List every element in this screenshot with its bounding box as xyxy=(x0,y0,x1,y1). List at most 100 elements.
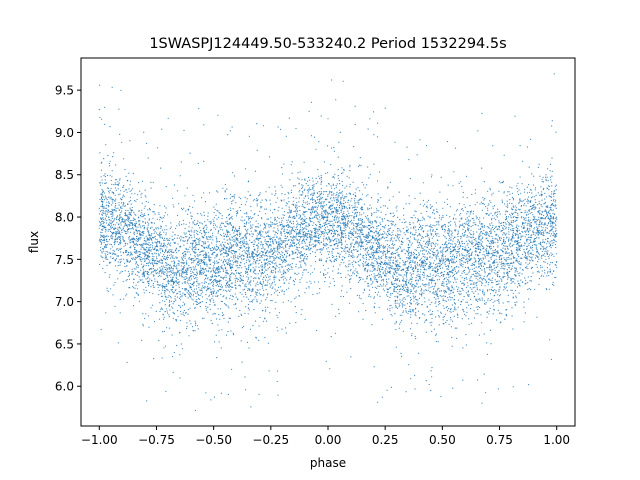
scatter-point xyxy=(111,216,113,218)
scatter-point xyxy=(305,249,307,251)
scatter-point xyxy=(180,235,182,237)
scatter-point xyxy=(135,222,138,224)
scatter-point xyxy=(474,189,477,191)
scatter-point xyxy=(517,208,519,210)
scatter-point xyxy=(352,227,354,229)
scatter-point xyxy=(553,190,556,192)
scatter-point xyxy=(518,202,520,204)
scatter-point xyxy=(529,209,531,211)
scatter-point xyxy=(526,241,528,243)
scatter-point xyxy=(181,348,184,350)
scatter-point xyxy=(435,334,437,336)
scatter-point xyxy=(222,244,225,246)
scatter-point xyxy=(290,244,292,246)
scatter-point xyxy=(379,233,381,235)
scatter-point xyxy=(506,203,508,205)
scatter-point xyxy=(123,185,125,187)
scatter-point xyxy=(540,231,542,233)
scatter-point xyxy=(220,308,222,310)
scatter-point xyxy=(104,231,107,233)
scatter-point xyxy=(553,242,555,244)
scatter-point xyxy=(337,235,339,237)
scatter-point xyxy=(263,236,265,238)
scatter-point xyxy=(427,258,429,260)
scatter-point xyxy=(197,282,199,284)
scatter-point xyxy=(363,221,365,223)
scatter-point xyxy=(373,242,375,244)
scatter-point xyxy=(527,254,529,256)
scatter-point xyxy=(369,118,371,120)
scatter-point xyxy=(165,245,167,247)
scatter-point xyxy=(361,241,363,243)
scatter-point xyxy=(273,223,275,225)
scatter-point xyxy=(171,256,173,258)
scatter-point xyxy=(458,225,461,227)
scatter-point xyxy=(206,237,208,239)
scatter-point xyxy=(249,271,251,273)
scatter-point xyxy=(214,341,216,343)
scatter-point xyxy=(186,187,188,189)
scatter-point xyxy=(247,313,249,315)
scatter-point xyxy=(471,251,473,253)
scatter-point xyxy=(264,317,266,319)
scatter-point xyxy=(401,243,403,245)
scatter-point xyxy=(392,256,394,258)
scatter-point xyxy=(444,278,446,280)
scatter-point xyxy=(539,213,541,215)
scatter-point xyxy=(401,249,403,251)
scatter-point xyxy=(192,290,194,292)
scatter-point xyxy=(428,237,430,239)
scatter-point xyxy=(342,256,344,258)
scatter-point xyxy=(254,320,257,322)
scatter-point xyxy=(457,249,459,251)
scatter-point xyxy=(251,218,253,220)
scatter-point xyxy=(173,260,175,262)
scatter-point xyxy=(346,175,348,177)
scatter-point xyxy=(125,250,127,252)
scatter-point xyxy=(507,294,509,296)
scatter-point xyxy=(124,243,126,245)
scatter-point xyxy=(367,194,369,196)
scatter-point xyxy=(358,264,360,266)
scatter-point xyxy=(115,236,117,238)
scatter-point xyxy=(505,260,507,262)
scatter-point xyxy=(109,165,111,167)
scatter-point xyxy=(376,226,378,228)
scatter-point xyxy=(183,263,185,265)
scatter-point xyxy=(337,244,339,246)
scatter-point xyxy=(404,253,406,255)
scatter-point xyxy=(189,292,191,294)
scatter-point xyxy=(462,196,464,198)
scatter-point xyxy=(203,229,205,231)
scatter-point xyxy=(553,195,555,197)
scatter-point xyxy=(161,308,163,310)
scatter-point xyxy=(312,251,314,253)
scatter-point xyxy=(301,227,303,229)
scatter-point xyxy=(272,230,274,232)
scatter-point xyxy=(327,195,329,197)
scatter-point xyxy=(126,254,128,256)
scatter-point xyxy=(150,181,152,183)
scatter-point xyxy=(352,257,354,259)
scatter-point xyxy=(122,158,125,160)
scatter-point xyxy=(449,310,451,312)
scatter-point xyxy=(98,221,101,223)
scatter-point xyxy=(537,261,539,263)
scatter-point xyxy=(164,239,166,241)
scatter-point xyxy=(465,258,467,261)
scatter-point xyxy=(152,284,154,287)
scatter-point xyxy=(543,203,545,205)
scatter-point xyxy=(227,286,229,288)
scatter-point xyxy=(527,213,529,215)
scatter-point xyxy=(530,138,532,140)
scatter-point xyxy=(178,275,181,277)
scatter-point xyxy=(212,251,214,253)
scatter-point xyxy=(140,196,142,198)
scatter-point xyxy=(253,245,255,248)
scatter-point xyxy=(309,280,311,282)
scatter-point xyxy=(154,241,156,243)
scatter-point xyxy=(325,211,327,213)
scatter-point xyxy=(121,141,123,143)
scatter-point xyxy=(101,220,103,222)
scatter-point xyxy=(105,144,107,146)
